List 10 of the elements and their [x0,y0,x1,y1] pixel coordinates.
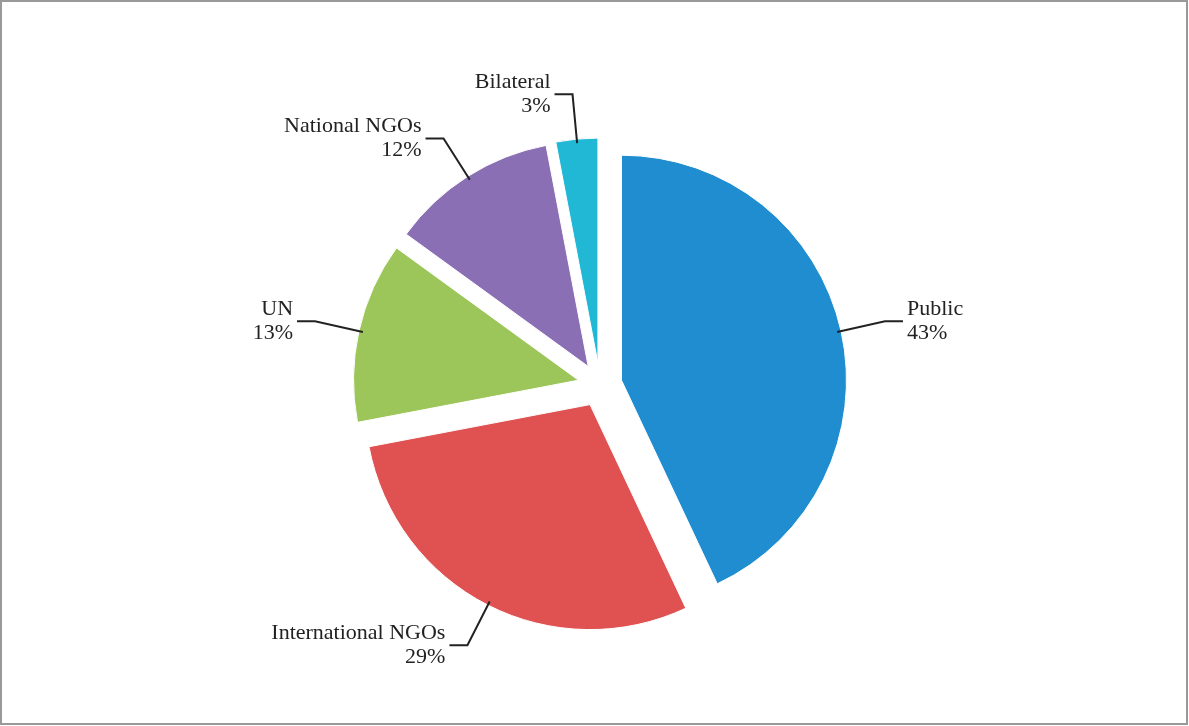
data-label: 12% [381,136,422,162]
data-label: 13% [252,319,294,345]
slice-label: Bilateral [474,68,551,94]
slice-label: National NGOs [284,112,422,138]
slice-label: UN [261,295,294,321]
data-label: 43% [906,319,948,345]
slice-label: Public [906,295,964,321]
data-label: 3% [521,92,551,118]
slice-label: International NGOs [271,619,446,645]
data-label: 29% [405,643,446,669]
